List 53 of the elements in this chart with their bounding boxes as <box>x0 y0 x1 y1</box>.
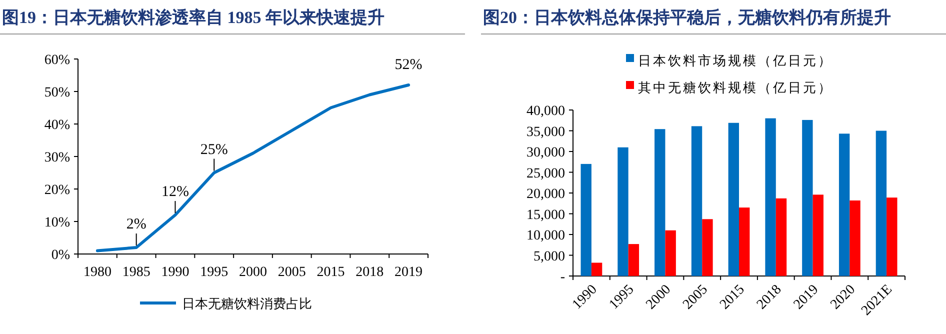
y-tick-label: 25,000 <box>526 166 565 182</box>
y-tick-label: 60% <box>44 53 70 68</box>
bar <box>850 200 860 276</box>
bar <box>812 194 824 276</box>
bar <box>838 134 850 276</box>
bar <box>665 230 676 276</box>
bar <box>728 122 739 276</box>
x-tick-label: 2005 <box>278 265 306 280</box>
bar <box>876 130 887 276</box>
x-tick-label: 2000 <box>239 265 267 280</box>
y-tick-label: 40% <box>44 118 70 133</box>
x-tick-label: 2019 <box>394 265 423 280</box>
bar <box>591 262 602 276</box>
y-tick-label: 30% <box>44 150 70 166</box>
y-tick-label: 20% <box>44 183 70 198</box>
legend-label: 其中无糖饮料规模（亿日元） <box>638 80 833 95</box>
bar <box>618 147 628 276</box>
y-tick-label: 10% <box>44 216 70 230</box>
x-tick-label: 1990 <box>161 265 190 280</box>
y-tick-label: - <box>560 270 566 285</box>
data-label: 25% <box>200 142 228 158</box>
legend-label: 日本无糖饮料消费占比 <box>182 296 312 311</box>
y-tick-label: 15,000 <box>526 208 565 223</box>
bar <box>691 126 702 276</box>
chart-title: 图19：日本无糖饮料渗透率自 1985 年以来快速提升 <box>2 8 384 27</box>
bar <box>628 244 640 276</box>
data-label: 12% <box>161 184 189 200</box>
y-tick-label: 35,000 <box>526 124 565 140</box>
bar <box>580 164 592 276</box>
legend-label: 日本饮料市场规模（亿日元） <box>638 53 833 68</box>
x-tick-label: 1980 <box>83 265 112 280</box>
y-tick-label: 0% <box>51 248 70 263</box>
bar <box>802 120 813 276</box>
line-series <box>96 84 410 252</box>
bar <box>654 129 666 276</box>
bar <box>702 219 713 276</box>
bar <box>739 208 750 276</box>
y-tick-label: 20,000 <box>526 187 565 202</box>
x-tick-label: 2018 <box>356 265 384 280</box>
y-tick-label: 40,000 <box>526 104 565 119</box>
bar <box>776 198 787 276</box>
y-tick-label: 50% <box>44 86 70 100</box>
x-tick-label: 2015 <box>316 265 345 280</box>
y-tick-label: 30,000 <box>526 146 565 160</box>
y-tick-label: 10,000 <box>526 228 565 244</box>
y-tick-label: 5,000 <box>534 249 565 264</box>
data-label: 2% <box>126 216 146 232</box>
x-tick-label: 1985 <box>122 265 150 280</box>
chart-title: 图20：日本饮料总体保持平稳后，无糖饮料仍有所提升 <box>483 8 891 27</box>
data-label: 52% <box>394 57 422 73</box>
x-tick-label: 1995 <box>200 265 228 280</box>
bar <box>886 198 898 276</box>
bar <box>765 118 776 276</box>
